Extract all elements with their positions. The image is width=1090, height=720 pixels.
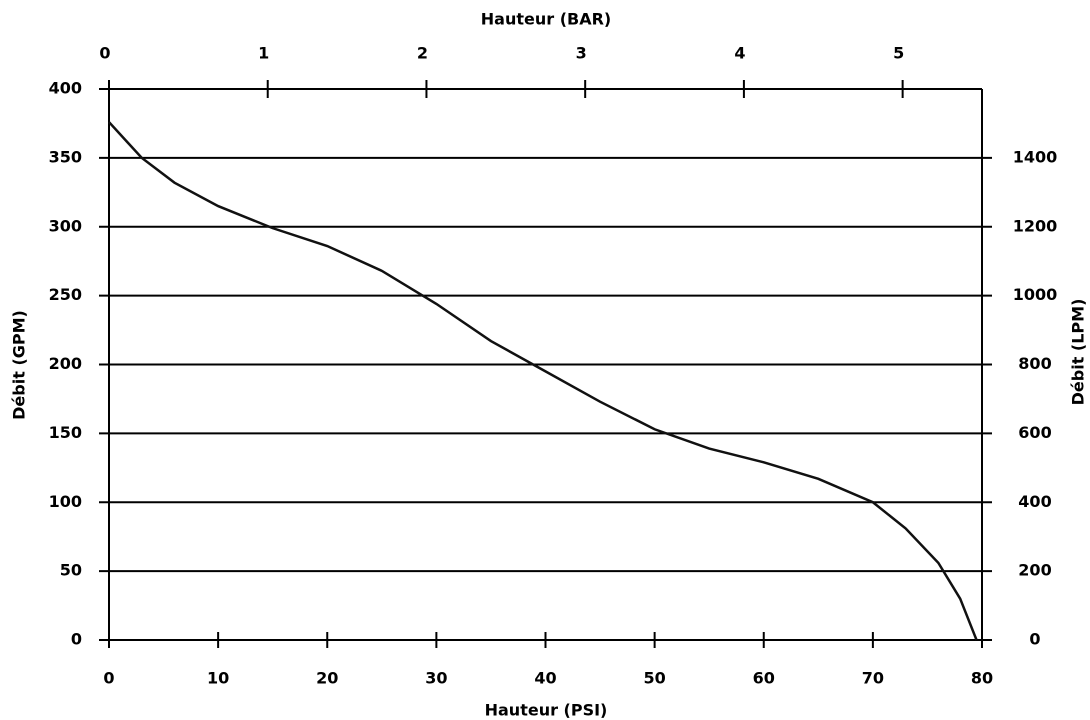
y2-tick-label: 600 [1018,423,1051,442]
x2-tick-label: 3 [576,44,587,63]
y2-tick-label: 1000 [1013,285,1058,304]
y2-tick-label: 400 [1018,492,1051,511]
y-tick-label: 150 [49,423,82,442]
y2-tick-label: 200 [1018,561,1051,580]
x-tick-label: 10 [207,669,229,688]
x2-axis-label: Hauteur (BAR) [481,10,611,29]
y-tick-label: 100 [49,492,82,511]
y-tick-label: 200 [49,354,82,373]
data-line [108,121,978,641]
y-axis-label: Débit (GPM) [10,310,29,420]
y2-tick-label: 0 [1029,630,1040,649]
x2-tick-label: 1 [258,44,269,63]
x2-tick-label: 0 [99,44,110,63]
x-tick-label: 30 [425,669,447,688]
x-tick-label: 80 [971,669,993,688]
y-tick-label: 350 [49,147,82,166]
x-tick-label: 20 [316,669,338,688]
x-tick-label: 70 [862,669,884,688]
y-tick-label: 250 [49,285,82,304]
x-tick-label: 0 [103,669,114,688]
y2-tick-label: 1200 [1013,216,1058,235]
y-tick-label: 0 [71,630,82,649]
x-axis-label: Hauteur (PSI) [485,701,608,720]
x-tick-label: 60 [753,669,775,688]
x-tick-label: 50 [643,669,665,688]
y2-axis-label: Débit (LPM) [1069,299,1088,406]
y2-tick-label: 800 [1018,354,1051,373]
x2-tick-label: 5 [893,44,904,63]
x2-tick-label: 4 [734,44,745,63]
y-tick-label: 300 [49,216,82,235]
y2-tick-label: 1400 [1013,147,1058,166]
x-tick-label: 40 [534,669,556,688]
x2-tick-label: 2 [417,44,428,63]
y-tick-label: 50 [60,561,82,580]
y-tick-label: 400 [49,79,82,98]
